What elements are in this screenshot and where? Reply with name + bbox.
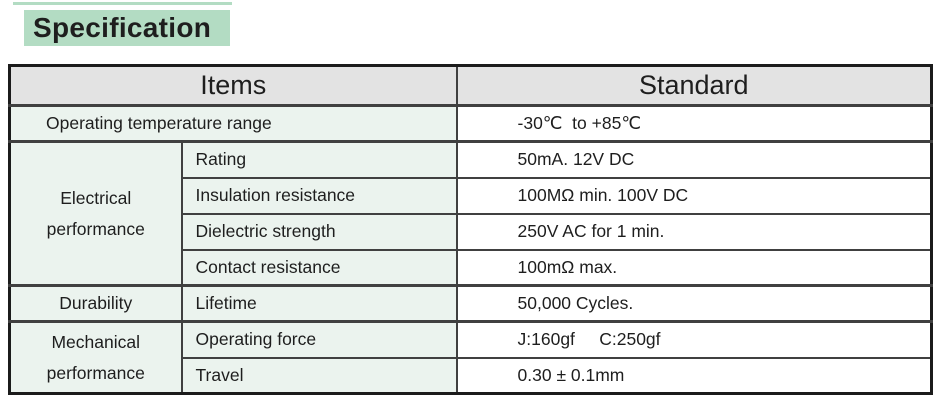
standard-cell: J:160gf C:250gf (455, 320, 933, 359)
standard-cell: 100mΩ max. (455, 248, 933, 287)
table-row: Contact resistance 100mΩ max. (10, 248, 933, 287)
table-row: Travel 0.30 ± 0.1mm (10, 356, 933, 395)
item-cell: Lifetime (180, 284, 458, 323)
group-cell: Mechanical performance (8, 320, 183, 395)
standard-cell: -30℃ to +85℃ (455, 104, 933, 143)
item-cell: Operating temperature range (8, 104, 458, 143)
table-row: Mechanical performance Operating force J… (8, 320, 933, 395)
item-cell: Travel (180, 356, 458, 395)
specification-table: Items Standard Operating temperature ran… (8, 64, 934, 395)
top-accent-line (13, 2, 232, 5)
standard-cell: 100MΩ min. 100V DC (455, 176, 933, 215)
standard-cell: 50mA. 12V DC (455, 140, 933, 179)
table-row: Dielectric strength 250V AC for 1 min. (10, 212, 933, 251)
standard-cell: 250V AC for 1 min. (455, 212, 933, 251)
column-header-items: Items (8, 64, 458, 107)
item-cell: Contact resistance (180, 248, 458, 287)
item-cell: Rating (180, 140, 458, 179)
item-cell: Insulation resistance (180, 176, 458, 215)
table-row: Electrical performance Rating 50mA. 12V … (8, 140, 933, 287)
item-cell: Dielectric strength (180, 212, 458, 251)
table-header-row: Items Standard (8, 64, 933, 107)
standard-cell: 50,000 Cycles. (455, 284, 933, 323)
page-title: Specification (24, 10, 230, 46)
group-cell: Electrical performance (8, 140, 183, 287)
group-cell: Durability (8, 284, 183, 323)
table-row: Insulation resistance 100MΩ min. 100V DC (10, 176, 933, 215)
table-row: Durability Lifetime 50,000 Cycles. (8, 284, 933, 323)
item-cell: Operating force (180, 320, 458, 359)
table-row: Operating temperature range -30℃ to +85℃ (8, 104, 933, 143)
column-header-standard: Standard (455, 64, 933, 107)
standard-cell: 0.30 ± 0.1mm (455, 356, 933, 395)
